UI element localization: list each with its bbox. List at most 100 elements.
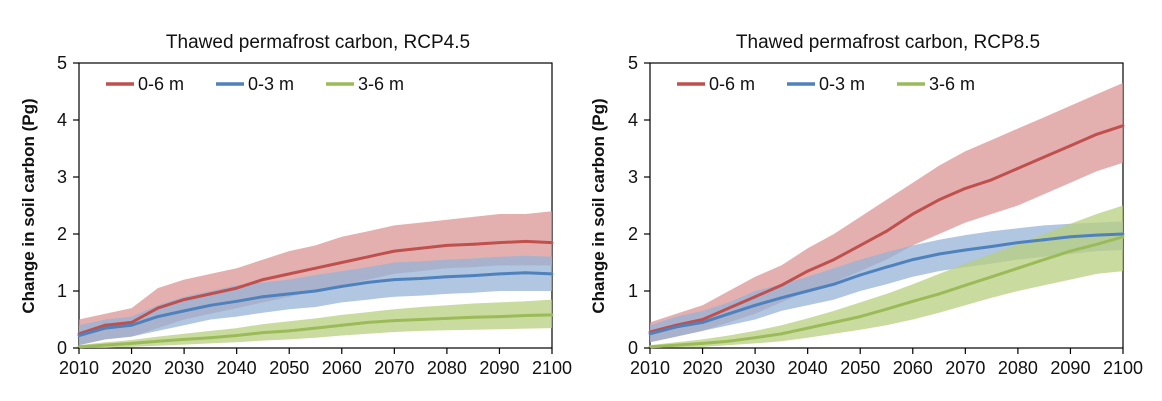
panel-title: Thawed permafrost carbon, RCP4.5 (166, 32, 470, 53)
data-point (182, 309, 186, 313)
data-point (1016, 241, 1020, 245)
data-point (832, 321, 836, 324)
data-point (130, 321, 134, 324)
data-point (1121, 232, 1125, 236)
uncertainty-band-3-6m (650, 205, 1123, 348)
x-tick-label: 2100 (532, 358, 572, 378)
data-point (445, 317, 449, 320)
data-point (780, 332, 783, 336)
data-point (77, 334, 81, 337)
data-point (832, 258, 836, 261)
data-point (340, 261, 344, 264)
data-point (1121, 235, 1125, 239)
data-point (498, 241, 501, 245)
data-point (1016, 167, 1020, 170)
data-point (419, 277, 422, 280)
data-point (674, 343, 678, 347)
data-point (753, 336, 757, 340)
data-point (1069, 249, 1072, 253)
data-point (550, 241, 554, 245)
data-point (990, 245, 993, 248)
data-point (648, 332, 652, 336)
data-point (1042, 238, 1046, 242)
data-point (235, 286, 239, 290)
data-point (340, 285, 344, 288)
data-point (911, 212, 915, 216)
y-tick-label: 1 (628, 281, 638, 301)
data-point (314, 289, 317, 293)
data-point (753, 295, 757, 299)
data-point (858, 315, 862, 318)
y-tick-label: 0 (57, 338, 67, 358)
data-point (885, 265, 888, 269)
uncertainty-band-0-6m (650, 82, 1123, 343)
data-point (550, 313, 554, 317)
x-tick-label: 2030 (735, 358, 775, 378)
x-tick-label: 2060 (322, 358, 362, 378)
data-point (392, 278, 396, 281)
y-tick-label: 5 (628, 53, 638, 73)
data-point (235, 334, 239, 337)
data-point (858, 244, 862, 247)
data-point (524, 314, 528, 317)
data-point (727, 339, 731, 343)
data-point (130, 323, 134, 327)
y-tick-label: 2 (57, 224, 67, 244)
data-point (963, 248, 967, 252)
data-point (366, 281, 370, 284)
data-point (261, 295, 265, 299)
x-tick-label: 2020 (683, 358, 723, 378)
data-point (1069, 235, 1072, 239)
data-point (103, 326, 107, 330)
data-point (1042, 258, 1046, 261)
data-point (471, 315, 475, 319)
legend-label: 0-3 m (248, 74, 294, 94)
uncertainty-band-3-6m (79, 299, 552, 348)
data-point (990, 275, 993, 279)
panel-rcp45: Thawed permafrost carbon, RCP4.5 Change … (19, 32, 572, 378)
y-tick-label: 3 (57, 167, 67, 187)
data-point (156, 339, 160, 343)
data-point (445, 244, 449, 247)
data-point (498, 315, 501, 318)
y-tick-label: 4 (628, 110, 638, 130)
data-point (156, 306, 160, 310)
x-tick-label: 2090 (479, 358, 519, 378)
data-point (937, 252, 941, 256)
data-point (287, 292, 291, 296)
data-point (287, 329, 291, 333)
x-tick-label: 2020 (112, 358, 152, 378)
x-tick-label: 2040 (217, 358, 257, 378)
data-point (858, 273, 862, 277)
data-point (885, 229, 888, 233)
data-point (340, 323, 344, 327)
data-point (937, 292, 941, 296)
data-point (314, 326, 317, 330)
data-point (314, 266, 317, 270)
data-point (182, 298, 186, 301)
data-point (209, 336, 212, 340)
data-point (103, 343, 107, 347)
legend-label: 3-6 m (929, 74, 975, 94)
y-tick-label: 2 (628, 224, 638, 244)
data-point (1069, 144, 1072, 148)
data-point (235, 299, 239, 303)
y-tick-label: 0 (628, 338, 638, 358)
x-tick-label: 2080 (427, 358, 467, 378)
data-point (130, 342, 134, 345)
y-axis-label: Change in soil carbon (Pg) (589, 98, 608, 313)
data-point (701, 318, 704, 321)
x-tick-label: 2070 (374, 358, 414, 378)
panel-rcp85: Thawed permafrost carbon, RCP8.5 Change … (589, 32, 1143, 378)
data-point (701, 342, 704, 345)
y-tick-label: 5 (57, 53, 67, 73)
data-point (471, 242, 475, 246)
legend-label: 0-3 m (819, 74, 865, 94)
data-point (524, 240, 528, 243)
x-tick-label: 2100 (1103, 358, 1143, 378)
x-tick-label: 2060 (893, 358, 933, 378)
x-tick-label: 2090 (1050, 358, 1090, 378)
data-point (727, 312, 731, 316)
data-point (1095, 132, 1099, 136)
